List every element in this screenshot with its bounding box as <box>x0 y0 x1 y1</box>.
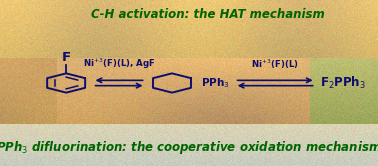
Text: C-H activation: the HAT mechanism: C-H activation: the HAT mechanism <box>91 8 325 21</box>
Text: Ni$^{+3}$(F)(L), AgF: Ni$^{+3}$(F)(L), AgF <box>83 57 155 71</box>
Text: PPh$_3$ difluorination: the cooperative oxidation mechanism: PPh$_3$ difluorination: the cooperative … <box>0 139 378 156</box>
Text: F: F <box>62 51 71 64</box>
Text: F$_2$PPh$_3$: F$_2$PPh$_3$ <box>320 75 366 91</box>
Text: PPh$_3$: PPh$_3$ <box>201 76 229 90</box>
Text: Ni$^{+3}$(F)(L): Ni$^{+3}$(F)(L) <box>251 58 299 71</box>
